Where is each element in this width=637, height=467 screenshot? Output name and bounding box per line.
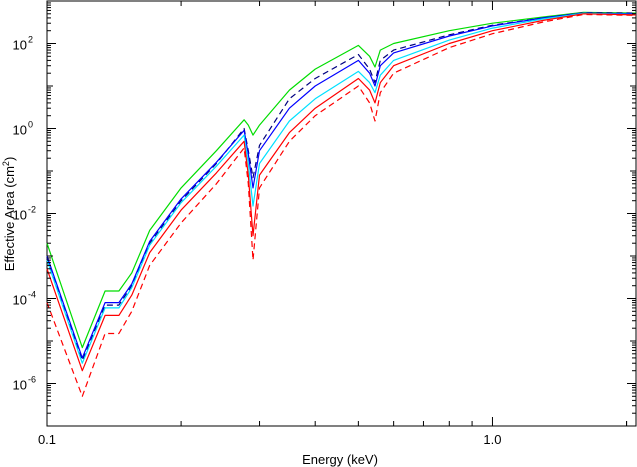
y-tick-label: 10	[13, 123, 27, 138]
y-tick-label: 10	[13, 208, 27, 223]
y-tick-label: 10	[13, 38, 27, 53]
y-tick-exponent: 2	[28, 35, 33, 45]
series-line-red-dashed	[46, 13, 637, 397]
series-layer	[46, 11, 637, 397]
y-axis-title-main: Effective Area (cm	[2, 166, 17, 271]
y-tick-exponent: -4	[28, 290, 36, 300]
y-axis-title-sup: 2	[1, 161, 11, 166]
y-tick-exponent: -2	[28, 205, 36, 215]
x-axis-ticks: 0.1 1.0	[38, 1, 628, 447]
x-tick-label: 1.0	[483, 432, 501, 447]
series-line-navy-dashed	[46, 12, 637, 361]
y-axis-title: Effective Area (cm2)	[1, 157, 17, 272]
y-tick-exponent: 0	[28, 120, 33, 130]
series-line-red	[46, 13, 637, 372]
series-line-blue	[46, 12, 637, 359]
y-axis-title-end: )	[2, 157, 17, 161]
series-line-cyan	[46, 12, 637, 364]
y-tick-exponent: -6	[28, 375, 36, 385]
x-axis-title: Energy (keV)	[302, 452, 378, 467]
y-tick-label: 10	[13, 293, 27, 308]
plot-border	[46, 0, 637, 427]
series-line-green	[46, 11, 637, 349]
y-tick-label: 10	[13, 378, 27, 393]
plot-frame	[46, 0, 637, 427]
x-tick-label: 0.1	[38, 432, 56, 447]
